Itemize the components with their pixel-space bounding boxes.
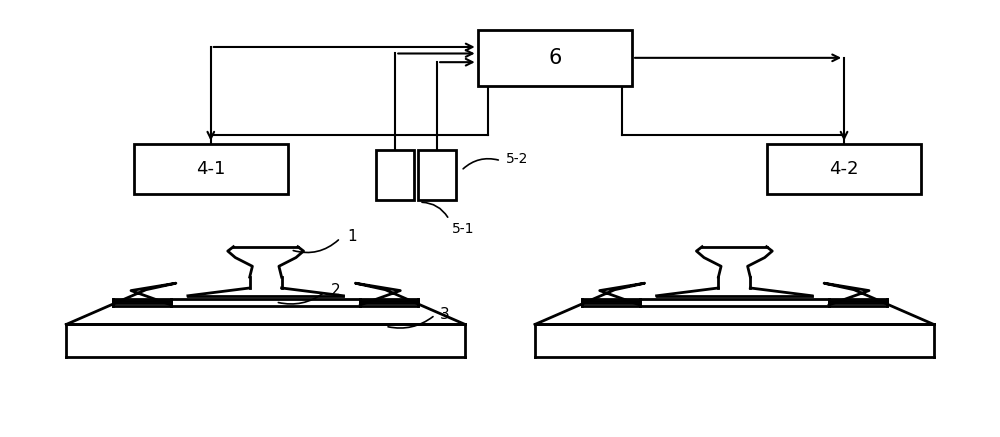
Text: 5-1: 5-1 <box>452 222 475 236</box>
Text: 4-2: 4-2 <box>829 160 859 177</box>
Bar <box>376 150 414 200</box>
Bar <box>767 144 921 194</box>
Bar <box>134 144 288 194</box>
Text: 4-1: 4-1 <box>196 160 225 177</box>
Text: 2: 2 <box>330 283 340 298</box>
Text: 6: 6 <box>548 48 562 68</box>
Text: 1: 1 <box>347 229 357 244</box>
Text: 5-2: 5-2 <box>506 152 528 166</box>
Bar <box>418 150 456 200</box>
Text: 3: 3 <box>440 306 450 322</box>
Bar <box>478 30 632 86</box>
